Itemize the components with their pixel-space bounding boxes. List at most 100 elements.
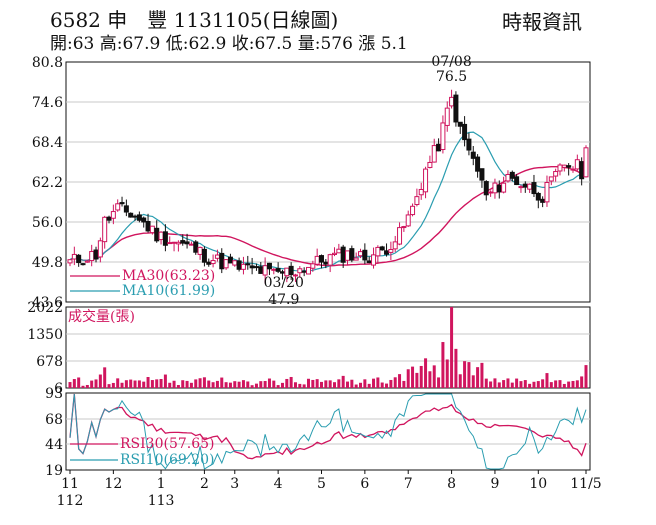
rsi-legend-label: RSI30(57.65)	[120, 436, 214, 452]
candle-body	[444, 107, 450, 126]
candle-body	[509, 171, 515, 179]
volume-bar	[363, 379, 367, 388]
candle-body	[462, 123, 468, 141]
candle-body	[232, 260, 238, 266]
candle-body	[271, 268, 277, 271]
volume-bar	[580, 376, 584, 388]
volume-bar	[324, 380, 328, 388]
candle-body	[570, 168, 576, 171]
moving-average-lines	[69, 131, 587, 272]
volume-bar	[280, 382, 284, 388]
candle-body	[457, 121, 463, 127]
grid-lines	[66, 101, 590, 445]
candle-body	[475, 156, 481, 172]
candle-body	[540, 198, 546, 203]
volume-bar	[367, 383, 371, 388]
volume-bar	[285, 378, 289, 388]
x-tick-label: 1	[157, 476, 166, 492]
volume-bar	[228, 382, 232, 388]
volume-bar	[90, 380, 94, 388]
candle-body	[71, 253, 77, 260]
volume-bar	[385, 383, 389, 388]
rsi30-line	[69, 393, 587, 460]
volume-bar	[124, 380, 128, 388]
volume-bar	[202, 377, 206, 388]
volume-bar	[142, 381, 146, 388]
candle-body	[384, 250, 390, 255]
volume-bar	[415, 372, 419, 388]
candle-body	[401, 226, 407, 229]
volume-bar	[458, 374, 462, 388]
candle-body	[297, 268, 303, 274]
volume-bar	[398, 374, 402, 388]
candle-body	[518, 186, 524, 189]
candle-body	[557, 164, 563, 172]
candle-body	[80, 263, 86, 266]
volume-bar	[463, 361, 467, 388]
x-tick-label: 10	[529, 476, 547, 492]
volume-bar	[159, 378, 163, 388]
volume-panel-label: 成交量(張)	[68, 308, 135, 325]
candle-body	[323, 261, 329, 265]
x-tick-label: 2	[200, 476, 209, 492]
volume-bar	[333, 382, 337, 388]
volume-bar	[341, 375, 345, 388]
candle-body	[292, 274, 298, 277]
candle-body	[358, 251, 364, 257]
price-tick-label: 56.0	[32, 215, 63, 231]
volume-bar	[111, 382, 115, 388]
volume-bar	[315, 379, 319, 388]
candle-body	[184, 241, 190, 245]
volume-bar	[306, 378, 310, 388]
candle-body	[440, 122, 446, 150]
volume-bar	[150, 380, 154, 388]
volume-bar	[215, 380, 219, 388]
price-tick-label: 68.4	[32, 135, 63, 151]
volume-bar	[68, 382, 72, 388]
volume-bar	[441, 342, 445, 388]
ma10-line	[69, 131, 587, 272]
x-tick-label: 9	[490, 476, 499, 492]
date-label: 1131105(日線圖)	[173, 8, 339, 32]
volume-bar	[528, 383, 532, 388]
panel-border-2	[65, 392, 591, 471]
price-legend-label: MA30(63.23)	[122, 268, 215, 284]
rsi-tick-label: 19	[45, 463, 63, 479]
volume-bar	[437, 377, 441, 388]
volume-bar	[471, 375, 475, 388]
candle-body	[97, 240, 103, 258]
volume-bar	[189, 382, 193, 388]
volume-bar	[523, 380, 527, 388]
candle-body	[392, 241, 398, 250]
candle-body	[353, 257, 359, 261]
volume-bar	[259, 381, 263, 388]
volume-bar	[198, 378, 202, 388]
volume-bar	[155, 379, 159, 388]
candle-body	[301, 270, 307, 273]
candle-body	[453, 94, 459, 123]
candle-body	[479, 168, 485, 181]
volume-bar	[211, 382, 215, 388]
candle-body	[522, 183, 528, 188]
candle-body	[431, 145, 437, 163]
volume-tick-label: 678	[36, 354, 63, 370]
volume-bar	[502, 380, 506, 388]
volume-bar	[98, 374, 102, 388]
volume-bar	[554, 380, 558, 388]
price-tick-label: 43.6	[32, 295, 63, 311]
candle-body	[249, 265, 255, 269]
candle-body	[488, 191, 494, 194]
volume-bar	[133, 380, 137, 388]
volume-bar	[428, 371, 432, 388]
volume-bar	[337, 379, 341, 388]
candle-body	[340, 246, 346, 263]
low-value-label: 47.9	[268, 292, 299, 308]
x-tick-label: 8	[447, 476, 456, 492]
candle-body	[141, 217, 147, 223]
volume-bar	[293, 382, 297, 388]
low-date-label: 03/20	[264, 275, 304, 291]
candle-body	[245, 263, 251, 266]
volume-bar	[424, 358, 428, 388]
